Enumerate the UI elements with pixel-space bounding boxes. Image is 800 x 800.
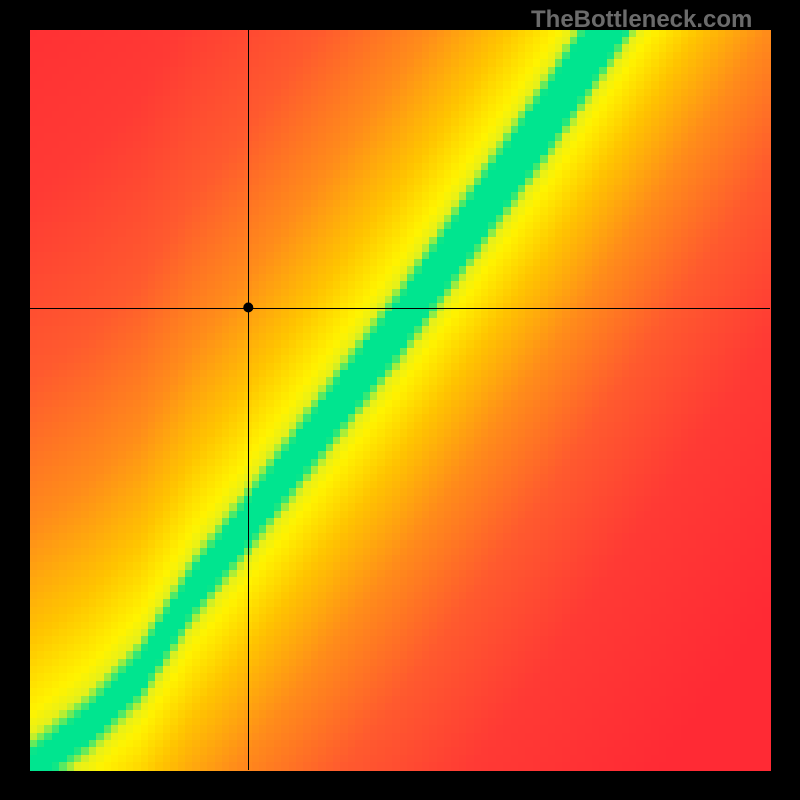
bottleneck-heatmap (0, 0, 800, 800)
watermark-text: TheBottleneck.com (531, 6, 752, 34)
chart-container: TheBottleneck.com (0, 0, 800, 800)
